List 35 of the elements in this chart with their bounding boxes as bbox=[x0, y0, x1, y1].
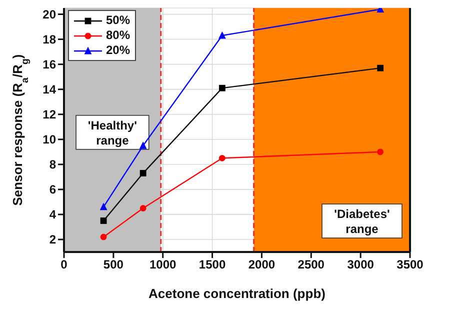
legend-label: 50% bbox=[106, 13, 130, 28]
y-tick-label: 20 bbox=[42, 8, 56, 22]
x-tick-label: 500 bbox=[103, 258, 124, 272]
band-label: 'Healthy' range bbox=[88, 118, 138, 148]
legend-label: 20% bbox=[106, 43, 130, 58]
x-tick-label: 3000 bbox=[347, 258, 374, 272]
point bbox=[100, 234, 107, 240]
x-tick-label: 0 bbox=[60, 258, 68, 272]
y-tick-label: 16 bbox=[42, 58, 56, 72]
y-tick-label: 2 bbox=[49, 232, 56, 247]
point bbox=[377, 148, 384, 156]
y-tick-label: 10 bbox=[42, 132, 56, 147]
point bbox=[218, 31, 226, 39]
x-tick-label: 1500 bbox=[198, 258, 226, 272]
y-tick-label: 4 bbox=[49, 208, 56, 222]
point bbox=[100, 218, 107, 224]
point bbox=[218, 154, 226, 162]
point bbox=[100, 202, 108, 210]
x-tick-label: 2000 bbox=[248, 258, 276, 272]
point bbox=[140, 205, 146, 212]
point bbox=[140, 170, 146, 176]
x-tick-label: 2500 bbox=[298, 258, 325, 272]
point bbox=[377, 64, 384, 72]
y-tick-label: 14 bbox=[42, 82, 56, 97]
y-tick-label: 18 bbox=[42, 32, 56, 47]
legend-label: 80% bbox=[106, 28, 130, 43]
x-axis-title: Acetone concentration (ppb) bbox=[148, 286, 326, 301]
point bbox=[218, 84, 226, 92]
x-tick-label: 1000 bbox=[150, 258, 177, 272]
y-tick-label: 6 bbox=[49, 182, 56, 197]
band-label: 'Diabetes' range bbox=[334, 207, 390, 236]
y-tick-label: 12 bbox=[42, 108, 56, 122]
x-tick-label: 3500 bbox=[396, 258, 424, 272]
y-tick-label: 8 bbox=[49, 158, 56, 172]
point bbox=[139, 141, 147, 149]
